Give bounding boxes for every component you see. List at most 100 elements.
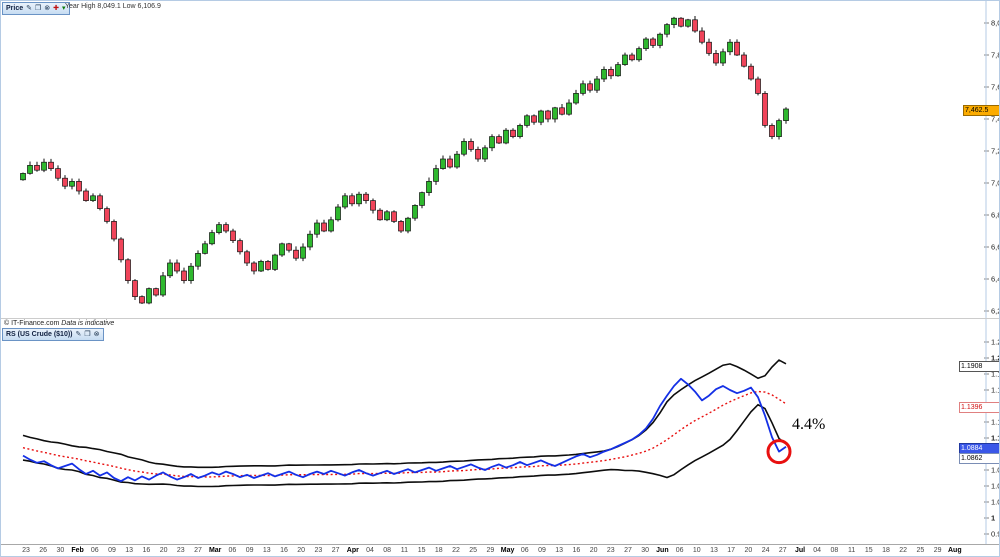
x-tick-label: 06 xyxy=(228,547,237,554)
rs-chart[interactable]: 1.221.21.181.161.141.121.11.081.061.041.… xyxy=(1,325,1000,544)
candle-body xyxy=(566,102,572,115)
candle-body xyxy=(489,136,495,149)
x-tick-label: 08 xyxy=(383,547,392,554)
y-tick-label: 1.18 xyxy=(991,370,1000,379)
price-panel-header[interactable]: Price ✎ ❐ ⊗ ✚ ▾ xyxy=(2,2,70,15)
y-tick-label: 1.04 xyxy=(991,482,1000,491)
percent-annotation[interactable]: 4.4% xyxy=(792,416,826,433)
price-chart[interactable]: 8,000 7,800 7,600 7,400 7,200 7,000 6,800 6,600… xyxy=(1,1,1000,325)
candle-body xyxy=(202,243,208,254)
x-tick-label: 26 xyxy=(39,547,48,554)
candle-body xyxy=(503,129,509,144)
x-tick-label: 15 xyxy=(864,547,873,554)
copyright-label: © IT-Finance.com xyxy=(4,320,60,327)
annotation-circle[interactable] xyxy=(766,439,792,465)
candle-body xyxy=(629,54,635,61)
window-icon[interactable]: ❐ xyxy=(84,331,91,338)
candle-body xyxy=(727,41,733,53)
lower-band-value-label: 1.0862 xyxy=(959,453,999,464)
candle-body xyxy=(370,200,376,211)
candle-body xyxy=(181,270,187,281)
candle-body xyxy=(174,262,180,272)
x-tick-label: 22 xyxy=(899,547,908,554)
x-tick-label: 25 xyxy=(469,547,478,554)
x-tick-label: 22 xyxy=(452,547,460,554)
x-tick-label: 27 xyxy=(194,547,202,554)
candle-body xyxy=(251,262,257,272)
candle-body xyxy=(720,51,726,64)
candle-body xyxy=(706,41,712,54)
x-tick-label: 09 xyxy=(538,547,546,554)
candle-body xyxy=(307,233,313,248)
candle-body xyxy=(237,240,243,253)
x-axis[interactable]: 23 26 30 Feb 06 09 13 16 20 23 27 Mar 06 09 13 16 20 23 27… xyxy=(1,544,999,556)
candle-body xyxy=(27,165,33,174)
x-tick-label: 18 xyxy=(434,547,443,554)
candle-body xyxy=(279,243,285,256)
candle-body xyxy=(167,262,173,277)
x-tick-label: 23 xyxy=(22,547,30,554)
x-tick-label: 06 xyxy=(675,547,684,554)
x-tick-label: 24 xyxy=(761,547,770,554)
candle-body xyxy=(468,141,474,150)
candle-body xyxy=(643,38,649,49)
candle-body xyxy=(748,65,754,80)
x-tick-label: 17 xyxy=(727,547,736,554)
candle-body xyxy=(125,259,131,281)
x-tick-label: 11 xyxy=(400,547,409,554)
x-tick-label: 27 xyxy=(331,547,340,554)
y-tick-label: 6,600 xyxy=(991,243,1000,252)
candle-body xyxy=(349,195,355,205)
candle-body xyxy=(475,149,481,160)
upper-band-line xyxy=(22,359,787,469)
x-tick-label: Jul xyxy=(794,547,806,554)
candle-body xyxy=(405,217,411,232)
y-tick-label: 6,200 xyxy=(991,307,1000,316)
add-icon[interactable]: ✚ xyxy=(53,5,60,12)
candle-body xyxy=(657,33,663,46)
candle-body xyxy=(132,280,138,297)
close-icon[interactable]: ⊗ xyxy=(44,5,51,12)
rs-panel-header[interactable]: RS (US Crude ($10)) ✎ ❐ ⊗ xyxy=(2,328,104,341)
y-tick-label: 1.02 xyxy=(991,498,1000,507)
y-tick-label: 6,400 xyxy=(991,275,1000,284)
ma-value-label: 1.1396 xyxy=(959,402,999,413)
x-tick-label: 16 xyxy=(280,547,288,554)
pencil-icon[interactable]: ✎ xyxy=(75,331,82,338)
candle-body xyxy=(510,129,516,137)
candle-body xyxy=(678,17,684,27)
candle-body xyxy=(188,265,194,281)
candle-body xyxy=(741,54,747,67)
pencil-icon[interactable]: ✎ xyxy=(26,5,32,12)
lower-band-line xyxy=(22,403,787,488)
candle-body xyxy=(587,83,593,91)
candle-body xyxy=(104,208,110,222)
y-tick-label: 7,000 xyxy=(991,179,1000,188)
x-tick-label: Aug xyxy=(947,547,962,554)
x-tick-label: 08 xyxy=(830,547,839,554)
candle-body xyxy=(482,147,488,160)
candle-body xyxy=(293,249,299,259)
candle-body xyxy=(517,125,523,137)
candle-body xyxy=(195,253,201,267)
candle-body xyxy=(153,288,159,296)
candle-body xyxy=(41,161,47,171)
candle-body xyxy=(209,232,215,245)
candle-body xyxy=(601,69,607,80)
y-tick-label: 7,600 xyxy=(991,83,1000,92)
x-tick-label: 29 xyxy=(933,547,942,554)
candle-body xyxy=(111,221,117,240)
candle-body xyxy=(20,173,26,181)
x-tick-label: 23 xyxy=(314,547,323,554)
x-tick-label: 09 xyxy=(108,547,116,554)
x-tick-label: 23 xyxy=(606,547,615,554)
close-icon[interactable]: ⊗ xyxy=(93,331,100,338)
x-tick-label: 23 xyxy=(176,547,185,554)
candle-body xyxy=(321,222,327,232)
candle-body xyxy=(83,190,89,201)
x-tick-label: 04 xyxy=(813,547,822,554)
dropdown-icon[interactable]: ▾ xyxy=(62,5,66,12)
window-icon[interactable]: ❐ xyxy=(35,5,42,12)
candle-body xyxy=(524,115,530,126)
candle-body xyxy=(559,107,565,115)
